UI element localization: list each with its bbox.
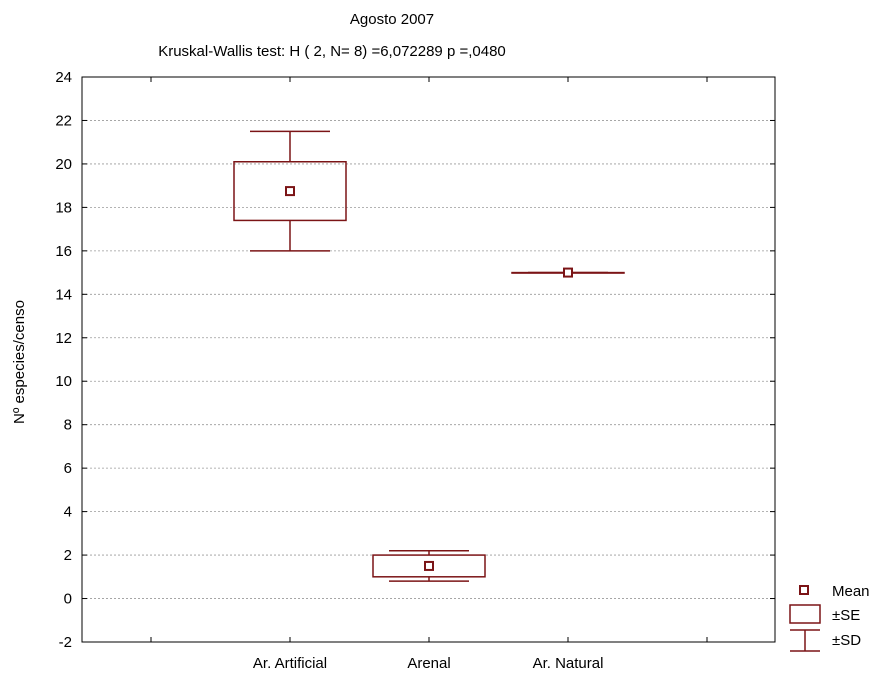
mean-marker: [424, 560, 434, 571]
legend-sd-label: ±SD: [832, 632, 861, 649]
x-tick-label: Arenal: [407, 655, 450, 672]
y-tick-label: 20: [55, 156, 72, 173]
mean-marker: [563, 267, 573, 278]
se-box: [233, 161, 347, 222]
y-tick-label: 6: [64, 460, 72, 477]
y-tick-label: 14: [55, 286, 72, 303]
box-group: [372, 549, 486, 582]
plot-frame: [81, 76, 776, 643]
legend: Mean ±SE ±SD: [789, 583, 870, 652]
legend-se-symbol: [789, 604, 821, 624]
y-tick-label: 18: [55, 199, 72, 216]
y-tick-label: 4: [64, 504, 72, 521]
x-tick-label: Ar. Natural: [533, 655, 604, 672]
y-tick-label: 10: [55, 373, 72, 390]
box-group: [511, 267, 625, 278]
se-box: [372, 554, 486, 578]
y-axis-label: Nº especies/censo: [11, 300, 28, 424]
boxes: [233, 130, 625, 582]
y-tick-label: 24: [55, 69, 72, 86]
y-tick-label: -2: [59, 634, 72, 651]
y-tick-label: 8: [64, 417, 72, 434]
legend-mean-label: Mean: [832, 583, 870, 600]
x-tick-label: Ar. Artificial: [253, 655, 327, 672]
gridlines: [82, 120, 775, 599]
x-axis-ticks: Ar. Artificial Arenal Ar. Natural: [150, 77, 708, 672]
box-group: [233, 130, 347, 252]
mean-marker: [285, 186, 295, 197]
chart-subtitle: Kruskal-Wallis test: H ( 2, N= 8) =6,072…: [158, 43, 506, 60]
y-tick-label: 22: [55, 112, 72, 129]
y-tick-label: 12: [55, 330, 72, 347]
y-tick-label: 2: [64, 547, 72, 564]
y-tick-label: 0: [64, 591, 72, 608]
legend-mean-symbol: [799, 585, 809, 595]
chart-title: Agosto 2007: [350, 11, 434, 28]
y-tick-label: 16: [55, 243, 72, 260]
legend-se-label: ±SE: [832, 607, 860, 624]
